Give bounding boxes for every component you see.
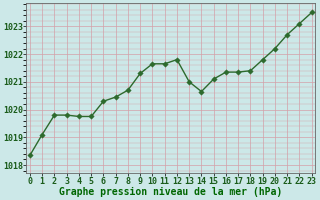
X-axis label: Graphe pression niveau de la mer (hPa): Graphe pression niveau de la mer (hPa): [59, 187, 283, 197]
